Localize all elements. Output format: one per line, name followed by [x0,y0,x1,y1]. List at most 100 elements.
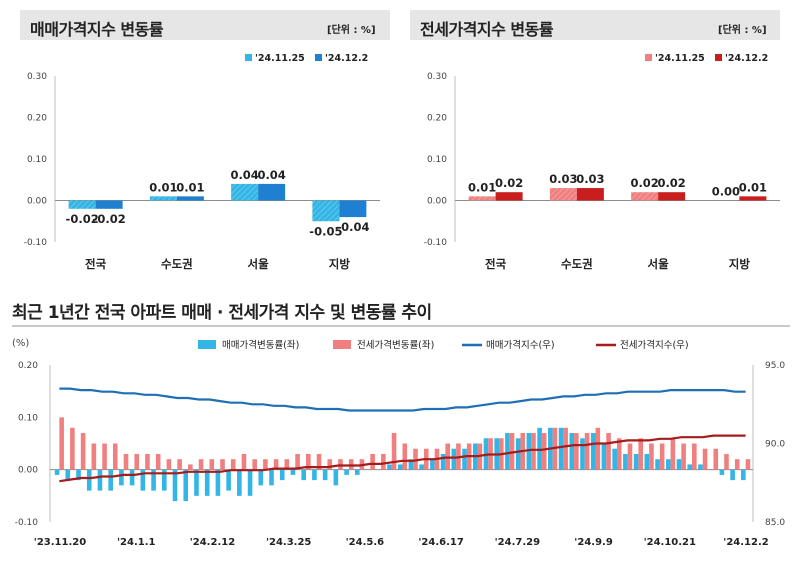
bar-jeonse-change [541,433,547,470]
bar-jeonse-change [563,427,568,470]
bar-curr [95,200,123,209]
bar-sale-change [580,438,585,470]
y-tick-label: 0.10 [27,155,47,165]
y-tick-label: -0.10 [24,238,48,248]
bar-sale-change [355,469,360,475]
bar-sale-change [440,453,446,470]
legend-swatch [333,340,351,349]
bar-sale-change [505,433,510,470]
legend-label: '24.11.25 [255,53,305,64]
bar-sale-change [719,469,725,475]
bar-sale-change [194,469,199,496]
category-label: 서울 [248,257,270,271]
bar-jeonse-change [370,453,375,470]
bar-jeonse-change [745,459,751,470]
bar-sale-change [397,464,403,470]
bar-jeonse-change [91,443,97,470]
bar-jeonse-change [112,443,118,470]
data-label: 0.00 [712,185,740,199]
x-tick-label: '23.11.20 [34,537,86,548]
data-label: 0.04 [230,168,258,182]
bar-sale-change [65,469,71,481]
data-label: -0.04 [336,220,369,234]
data-label: -0.02 [93,212,126,226]
jeonse-change-bar-chart: 0.300.200.100.00-0.100.010.02전국0.030.03수… [424,53,780,271]
bar-sale-change [54,469,60,475]
bar-sale-change [97,469,103,491]
legend-label: '24.12.2 [325,53,368,64]
bar-sale-change [312,469,317,481]
bar-sale-change [215,469,221,496]
bar-jeonse-change [155,453,161,470]
bar-sale-change [269,469,274,486]
legend-swatch [245,54,252,61]
x-tick-label: '24.9.9 [574,537,613,548]
legend: '24.11.25 '24.12.2 [245,53,368,64]
bar-jeonse-change [134,453,140,470]
category-label: 수도권 [561,257,593,271]
bar-prev [68,200,96,209]
bar-jeonse-change [102,443,107,470]
bar-sale-change [86,469,92,491]
bar-sale-change [237,469,242,496]
y-tick-label: 0.00 [27,197,47,207]
legend-swatch [645,54,652,61]
bar-sale-change [430,459,435,470]
bar-sale-change [687,464,693,470]
bar-jeonse-change [145,453,150,470]
trend-section-title: 최근 1년간 전국 아파트 매매 · 전세가격 지수 및 변동률 추이 [12,303,432,323]
bar-jeonse-change [327,459,333,470]
bar-jeonse-change [681,443,686,470]
bar-sale-change [698,464,703,470]
bar-sale-change [140,469,146,491]
bar-jeonse-change [391,433,397,470]
bar-sale-change [119,469,124,486]
bar-sale-change [644,453,650,470]
bar-jeonse-change [606,433,611,470]
bar-jeonse-change [659,443,665,470]
bar-sale-change [226,469,231,491]
x-tick-label: '24.12.2 [723,537,768,548]
trend-combo-chart: (%) 0.20 0.10 0.00 -0.10 95.0 90.0 85.0 '23.11.2… [12,338,785,548]
jeonse-index-line [59,434,746,483]
bar-jeonse-change [531,433,536,470]
data-label: -0.02 [66,212,99,226]
bar-sale-change [172,469,178,502]
bar-jeonse-change [295,453,300,470]
bar-jeonse-change [574,433,579,470]
bar-sale-change [333,469,339,486]
bar-sale-change [387,464,392,470]
bar-jeonse-change [252,459,257,470]
jeonse-panel-header [410,10,780,40]
bar-jeonse-change [381,453,386,470]
y-tick-label: 0.00 [18,466,38,476]
y-tick-label: -0.10 [15,518,39,528]
bar-prev [149,196,177,201]
bar-sale-change [601,443,607,470]
bar-sale-change [408,459,414,470]
bar-jeonse-change [188,464,193,470]
bar-sale-change [151,469,156,491]
category-label: 서울 [648,257,670,271]
bar-sale-change [623,453,628,470]
bar-sale-change [558,427,564,470]
y-tick-label: 0.20 [427,114,447,124]
bar-jeonse-change [509,433,515,470]
category-label: 지방 [329,257,351,271]
sale-panel-title: 매매가격지수 변동률 [30,20,164,39]
y-tick-label: 0.10 [427,155,447,165]
bar-sale-change [730,469,735,481]
bar-jeonse-change [316,453,322,470]
sale-index-line [59,387,746,412]
legend-label: 전세가격지수(우) [620,339,689,351]
bar-jeonse-change [273,459,279,470]
bar-curr [495,192,523,201]
bar-sale-change [515,438,521,470]
legend-label: '24.12.2 [725,53,768,64]
bar-jeonse-change [402,443,408,470]
category-label: 지방 [729,257,751,271]
data-label: 0.02 [495,176,523,190]
bar-sale-change [633,453,639,470]
bar-sale-change [301,469,306,481]
section-divider [12,325,790,327]
